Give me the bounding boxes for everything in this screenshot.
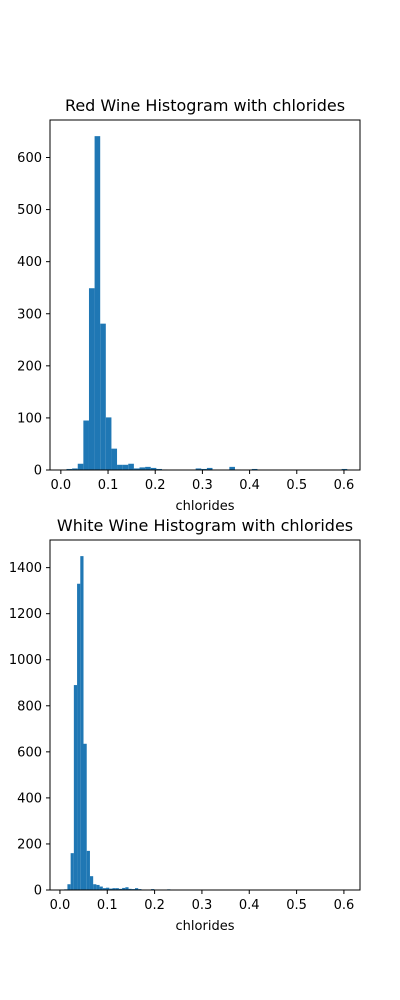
red-histogram-bar: [122, 464, 129, 470]
red-y-tick-label: 0: [34, 464, 42, 479]
red-x-tick-label: 0.2: [145, 478, 166, 493]
white-histogram-bar: [109, 888, 113, 890]
red-histogram-bar: [94, 136, 101, 470]
red-y-tick-label: 500: [17, 203, 42, 218]
red-histogram-bar: [72, 468, 78, 470]
red-y-tick-label: 600: [17, 151, 42, 166]
red-histogram-bar: [88, 288, 95, 470]
red-histogram-bar: [100, 323, 106, 470]
red-axes-frame: [49, 119, 361, 471]
red-histogram-bar: [128, 463, 134, 470]
white-histogram-bar: [83, 743, 87, 890]
white-histogram-bar: [112, 888, 116, 890]
white-histogram-bar: [122, 887, 126, 890]
red-y-tick-label: 200: [17, 359, 42, 374]
red-histogram-bar: [117, 464, 123, 470]
white-x-tick-label: 0.4: [239, 898, 260, 913]
white-wine-chart: 0.0 0.1 0.2 0.3 0.4 0.5 0.6 0 200 400 600 800 1000 12…: [9, 516, 361, 934]
white-histogram-bar: [77, 583, 81, 890]
red-x-tick-label: 0.6: [334, 478, 355, 493]
red-histogram-bar: [150, 467, 157, 470]
white-histogram-bar: [125, 887, 129, 890]
red-x-axis-label: chlorides: [176, 499, 235, 514]
white-histogram-bar: [102, 888, 107, 890]
white-histogram-bar: [99, 886, 103, 890]
red-x-tick-label: 0.1: [98, 478, 119, 493]
white-y-tick-label: 800: [17, 699, 42, 714]
red-histogram-bar: [139, 467, 146, 470]
white-y-tick-label: 0: [34, 884, 42, 899]
white-y-tick-label: 400: [17, 791, 42, 806]
red-y-tick-label: 400: [17, 255, 42, 270]
white-y-tick-label: 1200: [9, 607, 42, 622]
red-histogram-bar: [195, 468, 202, 470]
white-histogram-bar: [93, 884, 97, 890]
white-histogram-bar: [96, 884, 100, 890]
red-histogram-bar: [66, 468, 73, 470]
red-histogram-bar: [251, 468, 258, 470]
white-histogram-bar: [89, 876, 94, 890]
red-histogram-bar: [156, 468, 162, 470]
white-histogram-bar: [70, 853, 74, 890]
white-x-tick-label: 0.1: [97, 898, 118, 913]
white-y-tick-label: 1000: [9, 653, 42, 668]
red-histogram-bar: [111, 448, 118, 470]
white-y-tick-label: 600: [17, 745, 42, 760]
white-histogram-bar: [80, 556, 84, 890]
white-histogram-bar: [135, 888, 139, 890]
red-histogram-bar: [145, 466, 151, 471]
red-chart-title: Red Wine Histogram with chlorides: [65, 96, 345, 115]
white-histogram-bar: [128, 888, 132, 890]
red-histogram-bar: [229, 466, 235, 471]
red-histogram-bar: [201, 468, 207, 470]
white-chart-title: White Wine Histogram with chlorides: [57, 516, 353, 535]
white-y-tick-label: 200: [17, 837, 42, 852]
red-x-tick-label: 0.0: [51, 478, 72, 493]
red-histogram-bar: [105, 417, 112, 470]
red-histogram-bar: [206, 467, 213, 470]
white-histogram-bar: [67, 884, 71, 890]
white-x-tick-label: 0.5: [286, 898, 307, 913]
white-x-tick-label: 0.6: [334, 898, 355, 913]
red-x-tick-label: 0.3: [192, 478, 213, 493]
red-y-tick-label: 300: [17, 307, 42, 322]
white-x-tick-label: 0.2: [144, 898, 165, 913]
white-x-axis-label: chlorides: [176, 919, 235, 934]
red-x-tick-label: 0.5: [286, 478, 307, 493]
white-x-tick-label: 0.0: [50, 898, 71, 913]
white-histogram-bar: [73, 685, 78, 890]
white-histogram-bar: [106, 887, 110, 890]
white-histogram-bar: [115, 888, 119, 890]
red-wine-chart: 0.0 0.1 0.2 0.3 0.4 0.5 0.6 0 100 200 300 400 500 600…: [17, 96, 361, 514]
white-x-tick-label: 0.3: [192, 898, 213, 913]
red-histogram-bar: [83, 420, 89, 470]
white-histogram-bar: [86, 850, 90, 890]
red-histogram-bar: [77, 463, 84, 470]
white-y-tick-label: 1400: [9, 561, 42, 576]
white-axes-frame: [49, 539, 361, 891]
red-histogram-bar: [341, 468, 348, 470]
red-x-tick-label: 0.4: [239, 478, 260, 493]
white-histogram-bar: [118, 888, 123, 890]
red-histogram-bar: [133, 468, 140, 470]
red-y-tick-label: 100: [17, 411, 42, 426]
